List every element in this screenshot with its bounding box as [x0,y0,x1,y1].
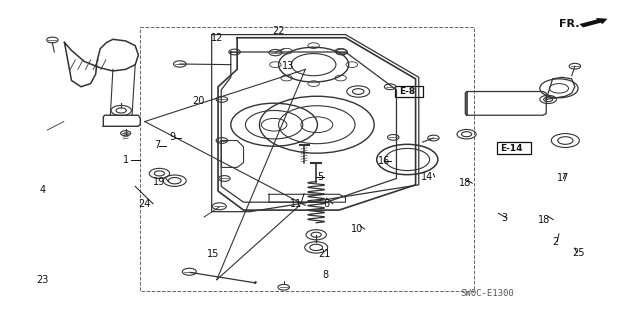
Text: 5: 5 [317,172,323,182]
Text: 12: 12 [211,33,223,43]
Text: 8: 8 [322,270,328,280]
Text: 13: 13 [282,61,294,71]
FancyArrow shape [579,18,607,27]
Text: 2: 2 [553,237,559,247]
Text: 7: 7 [154,140,161,150]
Text: 22: 22 [273,26,285,36]
Text: 20: 20 [193,96,205,106]
Text: 23: 23 [36,275,49,285]
Text: 17: 17 [557,174,570,183]
Text: 1: 1 [123,154,129,165]
Text: 25: 25 [572,248,584,258]
Text: FR.: FR. [559,19,579,29]
Text: 18: 18 [458,178,471,188]
Text: 6: 6 [323,199,330,209]
Text: 9: 9 [169,132,175,142]
Text: 16: 16 [378,156,390,166]
Text: 24: 24 [139,199,151,209]
Text: 15: 15 [207,249,220,259]
Text: 18: 18 [538,215,550,225]
Text: SW0C-E1300: SW0C-E1300 [460,289,514,298]
Text: 11: 11 [290,199,302,209]
Text: 21: 21 [318,249,331,259]
Text: 3: 3 [502,213,508,223]
Text: 10: 10 [351,224,363,234]
Text: 4: 4 [40,184,46,195]
Text: 14: 14 [421,172,433,182]
Text: 19: 19 [154,177,166,187]
Text: E-14: E-14 [500,144,523,153]
Text: E-8: E-8 [399,87,415,96]
